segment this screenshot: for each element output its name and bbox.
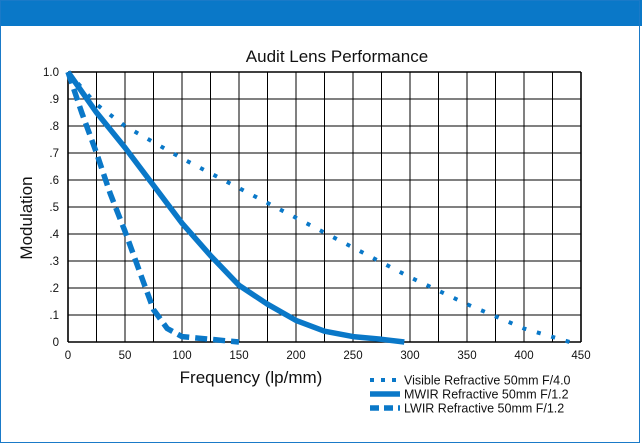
x-axis-label: Frequency (lp/mm) bbox=[180, 368, 323, 387]
x-tick-label: 400 bbox=[514, 350, 533, 362]
grid-lines bbox=[67, 71, 582, 343]
x-tick-label: 200 bbox=[286, 350, 305, 362]
y-tick-label: .7 bbox=[49, 148, 59, 160]
y-tick-label: .4 bbox=[49, 229, 59, 241]
x-tick-label: 250 bbox=[343, 350, 362, 362]
x-axis-ticks: 0 50 100 150 200 250 300 350 400 450 bbox=[65, 350, 591, 362]
y-tick-label: .2 bbox=[49, 283, 59, 295]
x-tick-label: 150 bbox=[229, 350, 248, 362]
x-tick-label: 100 bbox=[172, 350, 191, 362]
x-tick-label: 350 bbox=[457, 350, 476, 362]
y-tick-label: .3 bbox=[49, 256, 59, 268]
y-tick-label: .9 bbox=[49, 94, 59, 106]
chart-title: Audit Lens Performance bbox=[246, 47, 428, 66]
y-tick-label: .5 bbox=[49, 202, 59, 214]
y-tick-label: .8 bbox=[49, 121, 59, 133]
y-axis-label: Modulation bbox=[17, 176, 36, 259]
series-lines bbox=[65, 70, 571, 345]
y-tick-label: 0 bbox=[53, 337, 59, 349]
header-band bbox=[0, 0, 642, 26]
series-line-3 bbox=[65, 71, 240, 345]
x-tick-label: 50 bbox=[119, 350, 132, 362]
y-tick-label: .1 bbox=[49, 310, 59, 322]
y-tick-label: 1.0 bbox=[43, 67, 59, 79]
x-tick-label: 0 bbox=[65, 350, 71, 362]
legend-label: LWIR Refractive 50mm F/1.2 bbox=[404, 402, 564, 416]
series-line-1 bbox=[66, 70, 571, 344]
y-axis-ticks: 0 .1 .2 .3 .4 .5 .6 .7 .8 .9 1.0 bbox=[43, 67, 60, 349]
x-tick-label: 300 bbox=[400, 350, 419, 362]
x-tick-label: 450 bbox=[571, 350, 590, 362]
series-line-2 bbox=[65, 70, 405, 345]
legend-label: Visible Refractive 50mm F/4.0 bbox=[404, 374, 571, 388]
y-tick-label: .6 bbox=[49, 175, 59, 187]
legend-label: MWIR Refractive 50mm F/1.2 bbox=[404, 388, 569, 402]
